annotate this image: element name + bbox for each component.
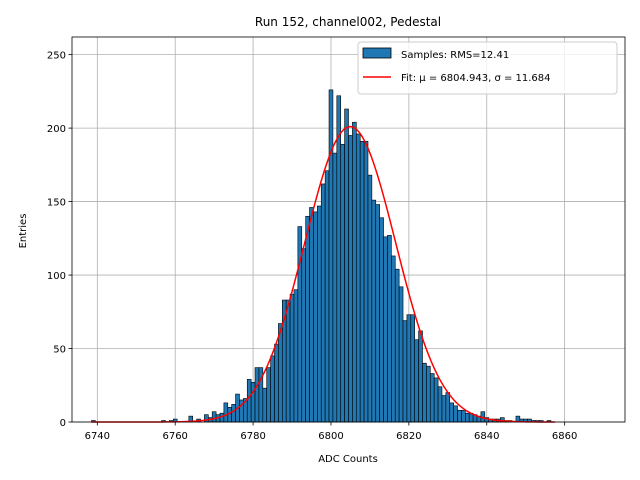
histogram-bar	[293, 289, 299, 423]
histogram-bar	[324, 170, 330, 423]
legend-box	[357, 41, 618, 95]
histogram-bar	[406, 314, 412, 423]
y-tick-label: 50	[53, 345, 66, 356]
histogram-bar	[445, 392, 451, 423]
histogram-bar	[453, 405, 458, 423]
histogram-bar	[457, 409, 462, 423]
y-tick-label: 200	[47, 124, 66, 135]
histogram-bar	[266, 367, 271, 423]
histogram-bar	[305, 215, 310, 423]
histogram-bar	[320, 183, 326, 423]
histogram-bar	[289, 293, 295, 423]
histogram-bar	[394, 268, 400, 423]
plot-frame	[71, 36, 626, 423]
legend: Samples: RMS=12.41 Fit: μ = 6804.943, σ …	[357, 41, 618, 95]
histogram-bar	[332, 152, 338, 423]
histogram-bar	[383, 236, 388, 423]
x-axis-ticks: 6740 6760 6780 6800 6820 6840 6860	[85, 422, 577, 442]
histogram-bar	[410, 314, 416, 423]
histogram-bar	[371, 199, 377, 423]
histogram-bar	[250, 382, 256, 423]
histogram-bar	[348, 135, 353, 423]
histogram-bar	[422, 362, 427, 423]
x-tick-label: 6820	[396, 431, 421, 442]
histogram-bar	[278, 323, 283, 423]
histogram-bar	[402, 320, 408, 423]
histogram-bar	[359, 141, 365, 423]
x-tick-label: 6780	[240, 431, 265, 442]
legend-fit-label: Fit: μ = 6804.943, σ = 11.684	[401, 73, 551, 84]
histogram-bar	[270, 355, 275, 423]
histogram-bar	[340, 143, 345, 423]
histogram-bar	[437, 386, 443, 423]
histogram-bar	[449, 402, 454, 423]
histogram-bar	[387, 235, 392, 423]
legend-histogram-swatch	[362, 47, 392, 59]
histogram-bar	[336, 95, 342, 423]
histogram-bar	[465, 412, 470, 423]
histogram-bar	[309, 207, 314, 423]
x-axis-label: ADC Counts	[318, 454, 378, 465]
histogram-bar	[344, 108, 349, 423]
histogram-bar	[367, 174, 373, 423]
chart-title: Run 152, channel002, Pedestal	[255, 15, 441, 29]
y-tick-label: 100	[47, 271, 66, 282]
histogram-bar	[301, 248, 306, 423]
histogram-bar	[441, 395, 447, 423]
histogram-bar	[328, 89, 334, 423]
histogram-bar	[379, 217, 384, 423]
histogram-bar	[461, 409, 466, 423]
histogram-bar	[391, 255, 396, 423]
histogram-bars	[91, 89, 552, 423]
y-axis-label: Entries	[18, 214, 29, 249]
legend-histogram-label: Samples: RMS=12.41	[401, 50, 509, 61]
histogram-bar	[355, 133, 361, 423]
histogram-bar	[414, 339, 419, 423]
histogram-bar	[418, 330, 423, 423]
histogram-bar	[246, 379, 252, 423]
histogram-bar	[398, 286, 404, 423]
histogram-bar	[211, 411, 217, 423]
histogram-bar	[433, 377, 439, 423]
histogram-bar	[426, 365, 431, 423]
x-tick-label: 6800	[318, 431, 343, 442]
histogram-bar	[363, 141, 369, 423]
histogram-bar	[317, 205, 322, 423]
histogram-bar	[223, 402, 229, 423]
x-tick-label: 6760	[162, 431, 187, 442]
histogram-bar	[352, 121, 357, 423]
histogram-bar	[227, 407, 232, 423]
y-tick-label: 0	[60, 418, 66, 429]
x-tick-label: 6840	[474, 431, 499, 442]
x-tick-label: 6740	[85, 431, 110, 442]
x-tick-label: 6860	[552, 431, 577, 442]
histogram-bar	[429, 373, 435, 423]
histogram-bar	[313, 211, 318, 423]
histogram-bar	[254, 367, 260, 423]
histogram-bar	[375, 204, 380, 423]
y-tick-label: 150	[47, 198, 66, 209]
histogram-bar	[231, 404, 236, 423]
histogram-bar	[262, 387, 268, 423]
y-tick-label: 250	[47, 51, 66, 62]
histogram-bar	[274, 343, 279, 423]
y-axis-ticks: 0 50 100 150 200 250	[47, 51, 72, 429]
histogram-bar	[285, 299, 291, 423]
